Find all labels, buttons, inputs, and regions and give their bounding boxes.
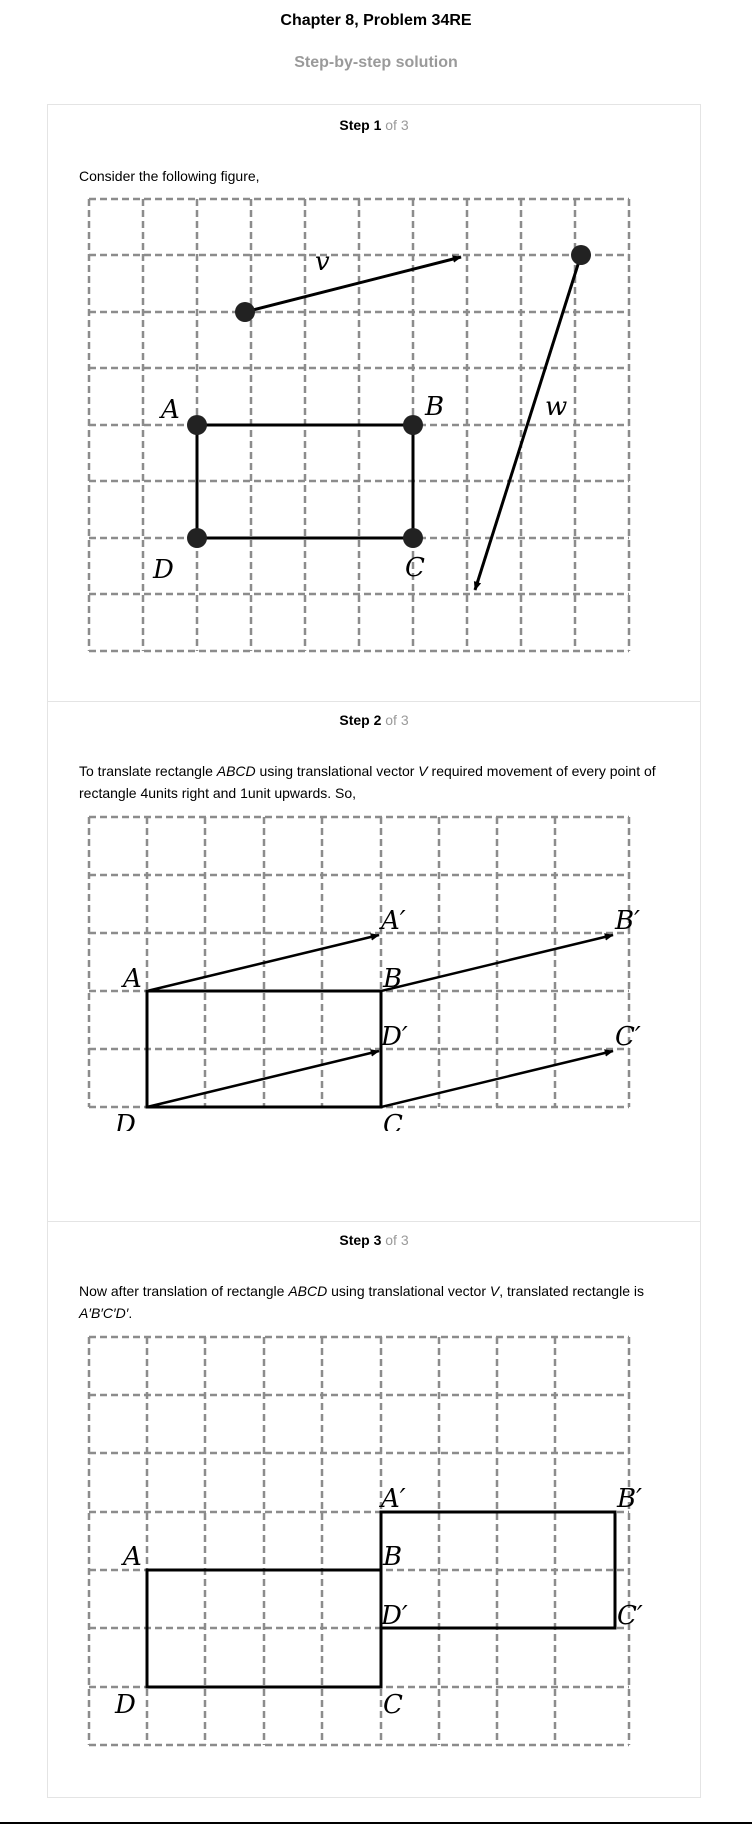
step-3-text-prime: A′B′C′D′ — [79, 1305, 129, 1321]
arrow-d-to-d-prime — [146, 1049, 380, 1109]
step-2-text-abcd: ABCD — [216, 763, 256, 779]
point-b — [403, 415, 423, 435]
step-1-text: Consider the following figure, — [79, 168, 260, 184]
step-3-text-abcd: ABCD — [288, 1283, 328, 1299]
page-subtitle: Step-by-step solution — [294, 54, 458, 71]
label-a-3: A — [121, 1542, 142, 1572]
label-d-prime-2: D′ — [380, 1022, 408, 1052]
step-3-number: Step 3 — [339, 1232, 382, 1248]
step-3-text-part-3: , translated rectangle is — [499, 1283, 644, 1299]
step-3-text-v: V — [489, 1283, 500, 1299]
rectangle-abcd-2 — [145, 989, 383, 1109]
label-c-prime-2: C′ — [615, 1022, 641, 1052]
arrow-b-to-b-prime — [380, 933, 614, 993]
vector-v — [244, 255, 462, 314]
step-2-text-part-3: required movement of every point of rect… — [79, 763, 656, 801]
step-1-header: Step 1 of 3 — [48, 117, 700, 133]
label-b-prime-2: B′ — [614, 906, 640, 936]
step-1-of: of 3 — [385, 117, 409, 133]
step-2-of: of 3 — [385, 712, 409, 728]
label-c-prime-3: C′ — [617, 1601, 643, 1631]
step-2-header: Step 2 of 3 — [48, 712, 700, 728]
vector-v-start-point — [235, 302, 255, 322]
arrow-a-to-a-prime — [146, 933, 380, 993]
step-3-text: Now after translation of rectangle ABCD … — [79, 1280, 679, 1324]
label-b-prime-3: B′ — [616, 1484, 642, 1514]
label-b-3: B — [382, 1542, 402, 1572]
page-bottom-rule — [0, 1822, 752, 1824]
grid-2 — [87, 815, 631, 1109]
step-3-of: of 3 — [385, 1232, 409, 1248]
label-c-2: C — [383, 1110, 403, 1131]
point-a — [187, 415, 207, 435]
step-2-text: To translate rectangle ABCD using transl… — [79, 760, 679, 804]
step-2-text-v: V — [418, 763, 428, 779]
label-a-prime-2: A′ — [379, 906, 406, 936]
step-3-text-part-1: Now after translation of rectangle — [79, 1283, 289, 1299]
label-c-3: C — [383, 1690, 403, 1720]
label-a: A — [159, 395, 180, 425]
figure-1-translation-vectors: A B C D v w — [87, 197, 631, 653]
label-d-3: D — [114, 1690, 136, 1720]
label-b-2: B — [382, 964, 402, 994]
label-d-prime-3: D′ — [380, 1601, 408, 1631]
step-divider-2 — [48, 1221, 700, 1222]
step-3-text-part-2: using translational vector — [327, 1283, 490, 1299]
step-3-text-part-4: . — [128, 1305, 133, 1321]
vector-w-start-point — [571, 245, 591, 265]
figure-2-translation-arrows: A B C D A′ B′ C′ D′ — [87, 815, 641, 1131]
label-v: v — [315, 247, 330, 277]
step-divider-1 — [48, 701, 700, 702]
label-a-2: A — [121, 964, 142, 994]
arrow-c-to-c-prime — [380, 1049, 614, 1109]
label-d-2: D — [114, 1110, 136, 1131]
grid-3 — [87, 1335, 631, 1747]
step-1-number: Step 1 — [339, 117, 382, 133]
point-d — [187, 528, 207, 548]
point-c — [403, 528, 423, 548]
page-title: Chapter 8, Problem 34RE — [280, 12, 472, 29]
label-c: C — [405, 553, 425, 583]
figure-3-translated-rectangle: A B C D A′ B′ C′ D′ — [87, 1335, 643, 1747]
step-2-number: Step 2 — [339, 712, 382, 728]
step-2-text-part-2: using translational vector — [255, 763, 419, 779]
label-w: w — [545, 392, 567, 422]
step-3-header: Step 3 of 3 — [48, 1232, 700, 1248]
rectangle-a-prime-b-prime-c-prime-d-prime — [379, 1510, 617, 1630]
label-b: B — [424, 392, 444, 422]
label-a-prime-3: A′ — [379, 1484, 406, 1514]
vector-w — [473, 254, 583, 591]
step-2-text-part-1: To translate rectangle — [79, 763, 217, 779]
solution-card: Step 1 of 3 Consider the following figur… — [47, 104, 701, 1798]
label-d: D — [152, 555, 174, 585]
rectangle-abcd — [195, 423, 415, 540]
